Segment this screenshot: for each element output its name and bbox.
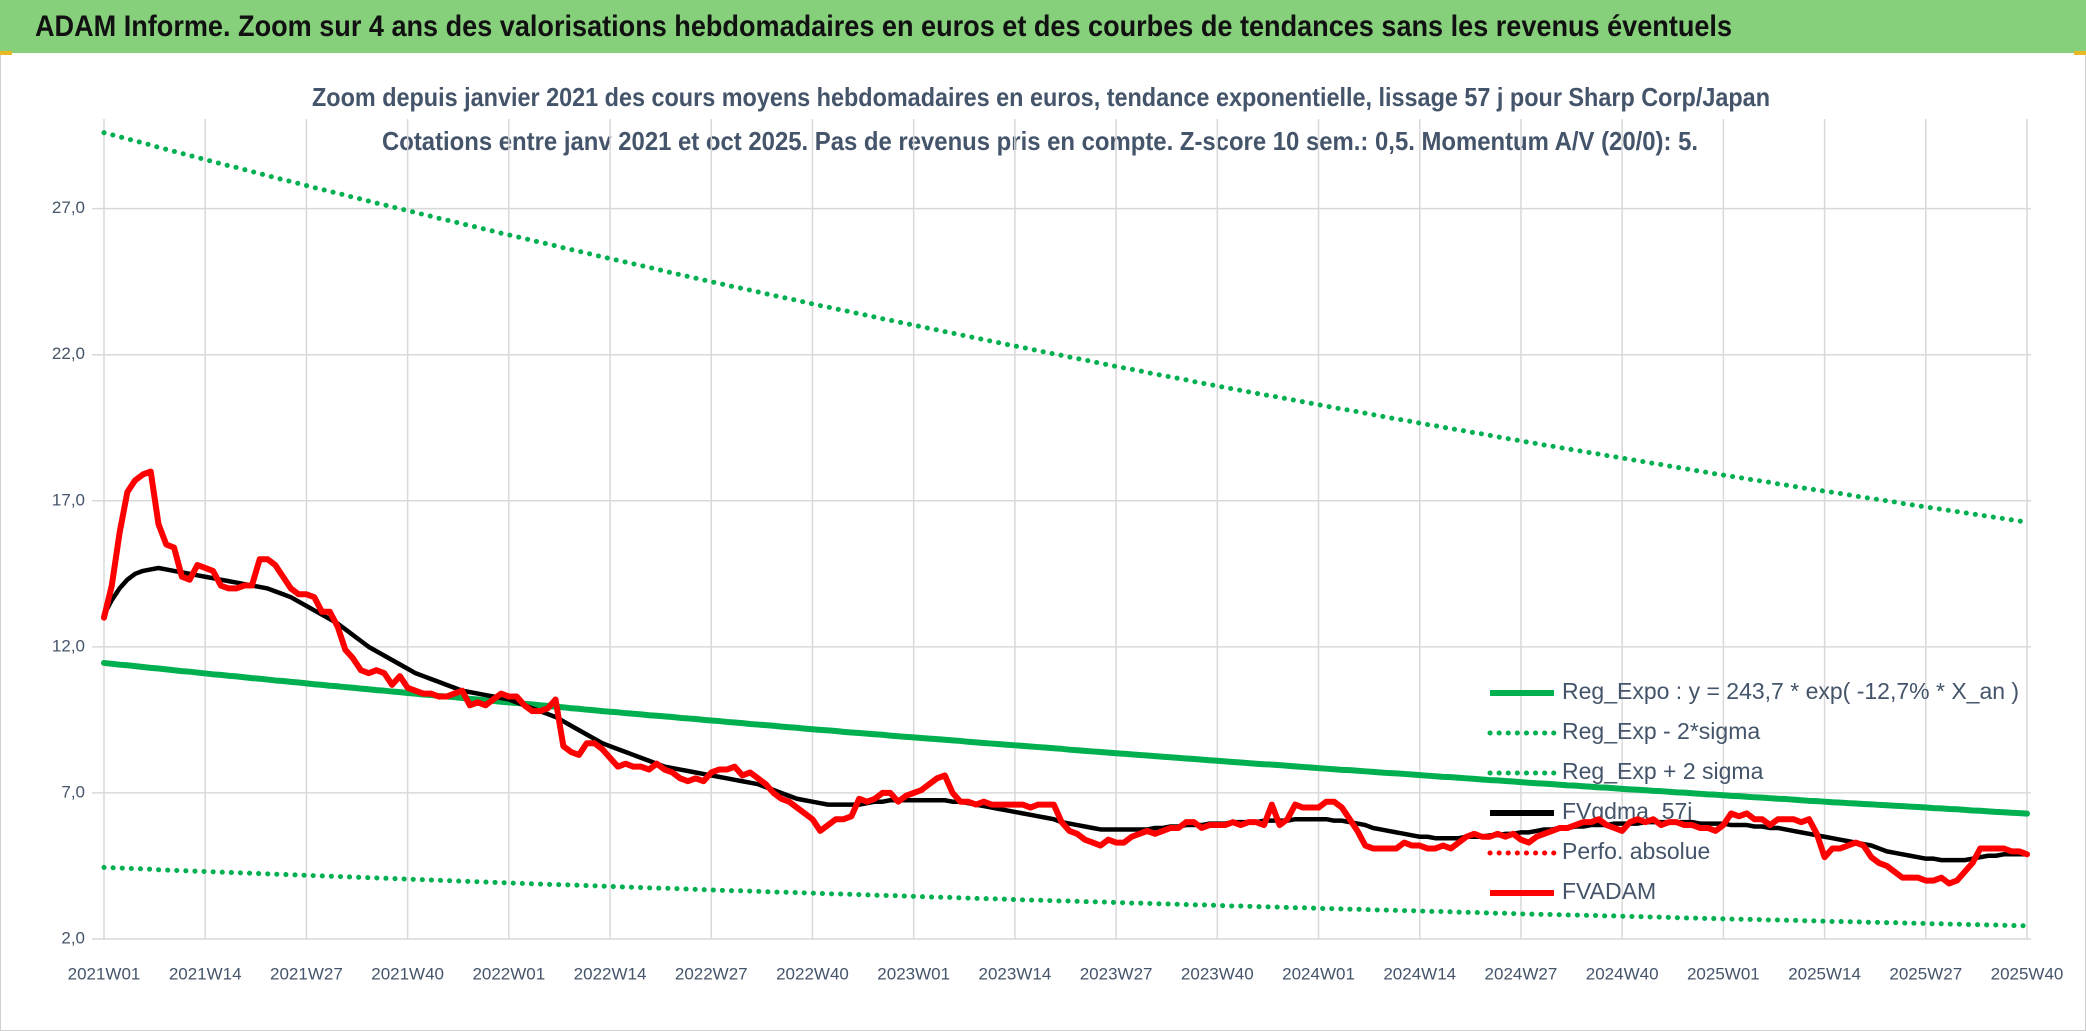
x-tick-label: 2022W14 <box>574 964 647 983</box>
y-tick-label: 22,0 <box>52 344 85 363</box>
x-tick-label: 2025W01 <box>1687 964 1760 983</box>
x-tick-label: 2025W14 <box>1788 964 1861 983</box>
x-tick-label: 2023W40 <box>1181 964 1254 983</box>
x-tick-label: 2021W01 <box>68 964 141 983</box>
x-tick-label: 2022W27 <box>675 964 748 983</box>
y-tick-label: 12,0 <box>52 636 85 655</box>
legend-label: Perfo. absolue <box>1562 838 1710 864</box>
title-banner <box>0 0 2086 53</box>
x-tick-label: 2025W27 <box>1889 964 1962 983</box>
x-tick-label: 2023W14 <box>979 964 1052 983</box>
y-tick-label: 27,0 <box>52 198 85 217</box>
x-tick-label: 2024W14 <box>1383 964 1456 983</box>
legend-label: Reg_Expo : y = 243,7 * exp( -12,7% * X_a… <box>1562 678 2019 704</box>
series-line <box>101 864 2030 929</box>
x-tick-label: 2021W14 <box>169 964 242 983</box>
corner-mark <box>2074 51 2086 55</box>
series-line <box>101 468 2030 887</box>
x-tick-label: 2024W01 <box>1282 964 1355 983</box>
chart-subtitle: Zoom depuis janvier 2021 des cours moyen… <box>312 82 1770 112</box>
y-tick-label: 7,0 <box>61 782 85 801</box>
chart-subtitle: Cotations entre janv 2021 et oct 2025. P… <box>382 126 1698 156</box>
x-tick-label: 2025W40 <box>1991 964 2064 983</box>
legend-label: Reg_Exp + 2 sigma <box>1562 758 1764 784</box>
series-line <box>101 130 2030 525</box>
x-tick-label: 2021W40 <box>371 964 444 983</box>
x-tick-label: 2023W01 <box>877 964 950 983</box>
legend-label: FVADAM <box>1562 878 1656 904</box>
x-tick-label: 2022W40 <box>776 964 849 983</box>
x-tick-label: 2023W27 <box>1080 964 1153 983</box>
x-tick-label: 2024W27 <box>1485 964 1558 983</box>
x-tick-label: 2022W01 <box>472 964 545 983</box>
legend-label: Reg_Exp - 2*sigma <box>1562 718 1760 744</box>
x-tick-label: 2024W40 <box>1586 964 1659 983</box>
y-tick-label: 2,0 <box>61 928 85 947</box>
corner-mark <box>0 51 12 55</box>
chart-title: ADAM Informe. Zoom sur 4 ans des valoris… <box>35 10 1732 43</box>
y-tick-label: 17,0 <box>52 490 85 509</box>
x-tick-label: 2021W27 <box>270 964 343 983</box>
